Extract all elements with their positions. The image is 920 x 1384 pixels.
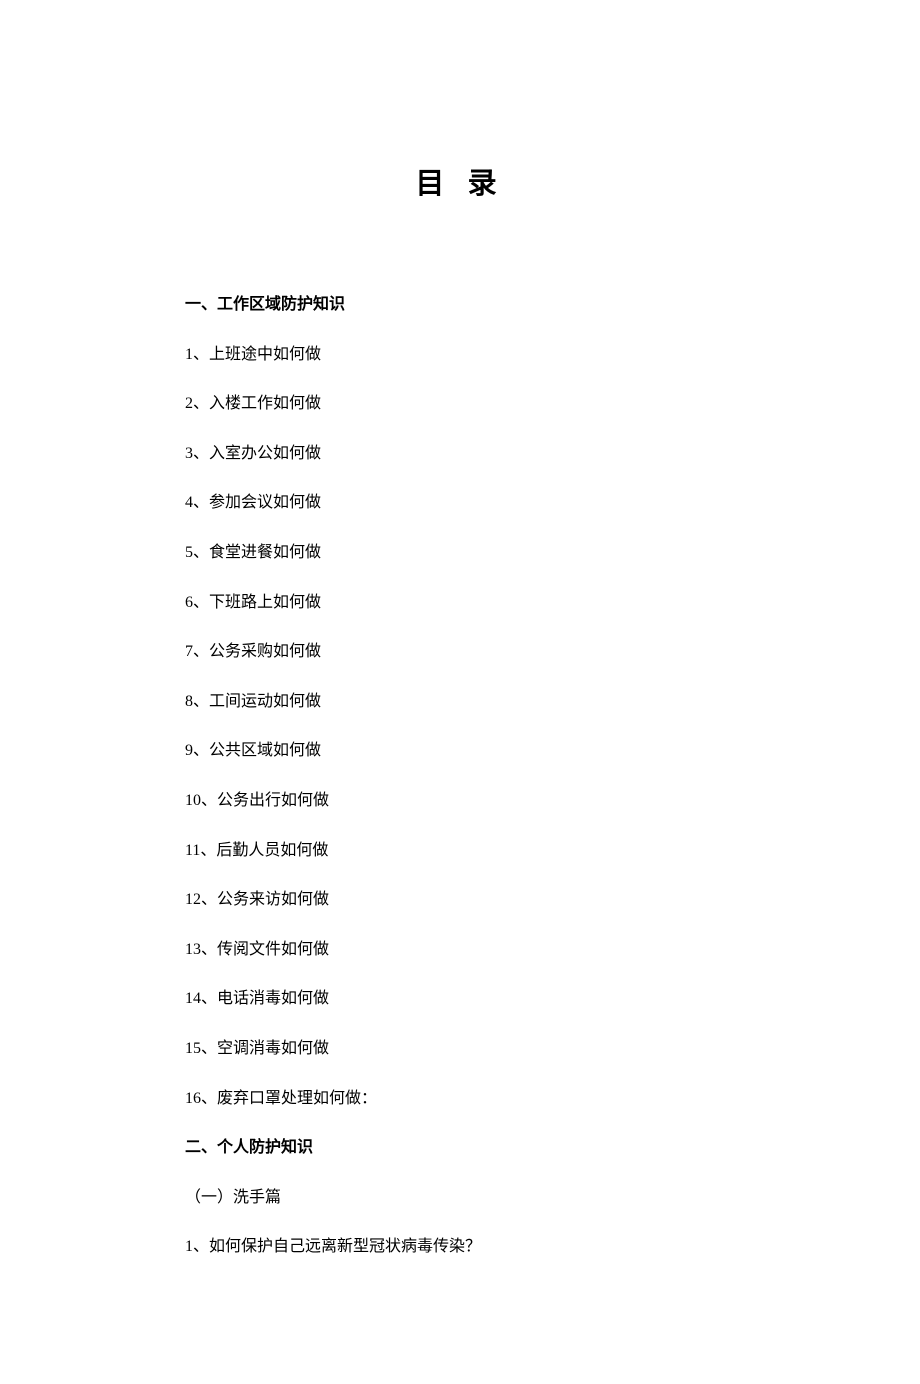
section-1-heading: 一、工作区域防护知识 <box>185 292 735 318</box>
section-2: 二、个人防护知识 （一）洗手篇 1、如何保护自己远离新型冠状病毒传染？ <box>185 1135 735 1260</box>
toc-item: 10、公务出行如何做 <box>185 788 735 814</box>
toc-item: 5、食堂进餐如何做 <box>185 540 735 566</box>
toc-item: 1、上班途中如何做 <box>185 342 735 368</box>
toc-item: 2、入楼工作如何做 <box>185 391 735 417</box>
toc-item: 11、后勤人员如何做 <box>185 838 735 864</box>
toc-item: 6、下班路上如何做 <box>185 590 735 616</box>
toc-item: 4、参加会议如何做 <box>185 490 735 516</box>
toc-item: 16、废弃口罩处理如何做： <box>185 1086 735 1112</box>
toc-item: 7、公务采购如何做 <box>185 639 735 665</box>
section-2-heading: 二、个人防护知识 <box>185 1135 735 1161</box>
section-1: 一、工作区域防护知识 1、上班途中如何做 2、入楼工作如何做 3、入室办公如何做… <box>185 292 735 1111</box>
toc-item: 14、电话消毒如何做 <box>185 986 735 1012</box>
page-title: 目 录 <box>185 160 735 202</box>
toc-item: 15、空调消毒如何做 <box>185 1036 735 1062</box>
toc-item: 9、公共区域如何做 <box>185 738 735 764</box>
toc-item: 13、传阅文件如何做 <box>185 937 735 963</box>
section-2-subheading: （一）洗手篇 <box>185 1185 735 1211</box>
toc-item: 3、入室办公如何做 <box>185 441 735 467</box>
toc-item: 12、公务来访如何做 <box>185 887 735 913</box>
toc-item: 8、工间运动如何做 <box>185 689 735 715</box>
document-page: 目 录 一、工作区域防护知识 1、上班途中如何做 2、入楼工作如何做 3、入室办… <box>0 0 920 1384</box>
toc-item: 1、如何保护自己远离新型冠状病毒传染？ <box>185 1234 735 1260</box>
